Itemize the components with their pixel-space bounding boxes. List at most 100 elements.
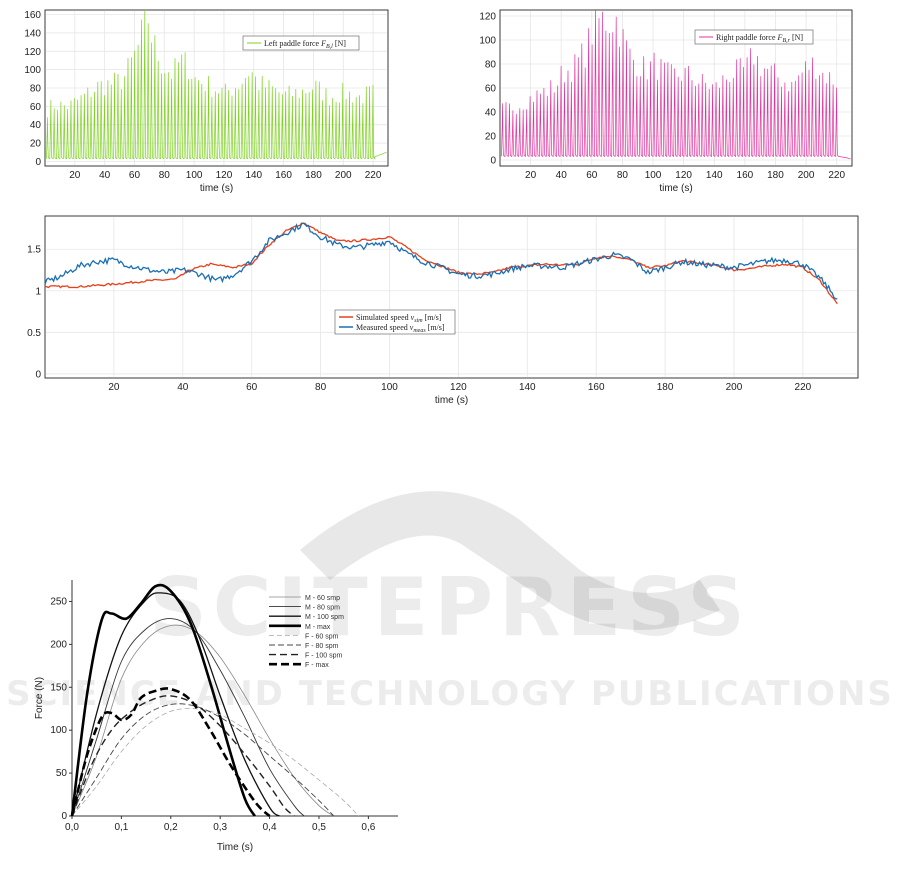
x-tick-label: 20 xyxy=(525,170,537,181)
legend-label: F - 80 spm xyxy=(305,643,339,650)
x-tick-label: 60 xyxy=(586,170,598,181)
x-tick-label: 120 xyxy=(675,170,692,181)
x-tick-label: 180 xyxy=(657,382,674,393)
x-tick-label: 140 xyxy=(706,170,723,181)
y-tick-label: 100 xyxy=(50,725,67,736)
x-tick-label: 180 xyxy=(767,170,784,181)
legend-label: F - 100 spm xyxy=(305,653,343,660)
legend-label: Left paddle force FB,l [N] xyxy=(264,39,346,50)
legend-label: M - max xyxy=(305,624,331,631)
y-tick-label: 50 xyxy=(56,768,68,779)
legend-label: Right paddle force FB,r [N] xyxy=(716,33,803,44)
x-axis-label: Time (s) xyxy=(217,842,253,853)
y-tick-label: 0 xyxy=(35,369,41,380)
legend-label: F - max xyxy=(305,662,329,669)
x-tick-label: 160 xyxy=(737,170,754,181)
x-tick-label: 80 xyxy=(159,170,171,181)
x-axis-label: time (s) xyxy=(435,395,468,406)
force-curve-line xyxy=(70,687,271,818)
force-curve-line xyxy=(71,592,280,817)
x-tick-label: 20 xyxy=(69,170,81,181)
force-curve-line xyxy=(71,624,335,817)
x-tick-label: 0,6 xyxy=(361,822,375,833)
y-tick-label: 80 xyxy=(485,60,497,71)
x-tick-label: 120 xyxy=(216,170,233,181)
x-tick-label: 220 xyxy=(795,382,812,393)
x-tick-label: 200 xyxy=(798,170,815,181)
x-tick-label: 0,2 xyxy=(164,822,178,833)
x-tick-label: 20 xyxy=(108,382,120,393)
y-tick-label: 60 xyxy=(485,84,497,95)
x-tick-label: 80 xyxy=(315,382,327,393)
force-curve-line xyxy=(71,695,295,817)
x-tick-label: 100 xyxy=(645,170,662,181)
x-tick-label: 40 xyxy=(99,170,111,181)
x-tick-label: 40 xyxy=(556,170,568,181)
y-tick-label: 0 xyxy=(61,811,67,822)
force-curve-line xyxy=(71,703,335,817)
x-tick-label: 220 xyxy=(828,170,845,181)
x-axis-label: time (s) xyxy=(659,183,692,194)
x-tick-label: 220 xyxy=(365,170,382,181)
legend-label: Measured speed vmeas [m/s] xyxy=(356,323,445,334)
legend-box xyxy=(242,35,360,51)
plot-frame xyxy=(44,215,859,379)
right-force-plot: 20 40 60 80 100 120 140 160 180 200 220 0 20 40 60 80 10… xyxy=(479,9,853,194)
x-tick-label: 160 xyxy=(275,170,292,181)
y-axis-label: Force (N) xyxy=(34,677,45,719)
y-tick-label: 1.5 xyxy=(27,245,41,256)
y-tick-label: 20 xyxy=(485,132,497,143)
x-tick-label: 160 xyxy=(588,382,605,393)
x-tick-label: 60 xyxy=(246,382,258,393)
legend-label: Simulated speed vsim [m/s] xyxy=(356,313,442,324)
x-tick-label: 140 xyxy=(245,170,262,181)
force-curve-plot: 0,0 0,1 0,2 0,3 0,4 0,5 0,6 0 50 100 150 200 250 Time… xyxy=(34,580,398,853)
plot-border xyxy=(499,9,853,167)
x-tick-label: 0,1 xyxy=(114,822,128,833)
speed-series-line xyxy=(44,222,838,300)
legend-label: M - 80 spm xyxy=(305,605,340,612)
speed-series-line xyxy=(44,222,838,305)
force-series-line xyxy=(501,9,851,160)
x-tick-label: 0,4 xyxy=(263,822,277,833)
x-tick-label: 140 xyxy=(519,382,536,393)
y-tick-label: 80 xyxy=(30,84,42,95)
force-curve-chart: 0,0 0,1 0,2 0,3 0,4 0,5 0,6 0 50 100 150 200 250 Time… xyxy=(0,570,420,860)
force-series-line xyxy=(46,9,387,160)
legend-box xyxy=(334,309,456,335)
y-tick-label: 0 xyxy=(490,156,496,167)
force-curve-line xyxy=(71,708,359,817)
y-tick-label: 160 xyxy=(24,10,41,21)
speed-comparison-chart: 20 40 60 80 100 120 140 160 180 200 220 0 0.5 1 1.5 tim… xyxy=(0,205,901,420)
y-tick-label: 40 xyxy=(30,120,42,131)
legend-label: M - 100 spm xyxy=(305,614,344,621)
left-force-plot: 20 40 60 80 100 120 140 160 180 200 220 0 20 40 60 80 10… xyxy=(24,9,389,194)
plot-border xyxy=(44,215,859,379)
y-tick-label: 20 xyxy=(30,139,42,150)
x-axis-label: time (s) xyxy=(200,183,233,194)
plot-border xyxy=(44,9,389,167)
left-paddle-force-chart: 20 40 60 80 100 120 140 160 180 200 220 0 20 40 60 80 10… xyxy=(0,0,450,205)
x-tick-label: 120 xyxy=(450,382,467,393)
legend-box xyxy=(694,29,814,45)
x-tick-label: 0,3 xyxy=(213,822,227,833)
y-tick-label: 200 xyxy=(50,639,67,650)
right-paddle-force-chart: 20 40 60 80 100 120 140 160 180 200 220 0 20 40 60 80 10… xyxy=(450,0,901,205)
y-tick-label: 1 xyxy=(35,286,41,297)
x-tick-label: 200 xyxy=(335,170,352,181)
x-tick-label: 60 xyxy=(129,170,141,181)
y-tick-label: 120 xyxy=(24,47,41,58)
y-tick-label: 0 xyxy=(35,157,41,168)
y-tick-label: 250 xyxy=(50,596,67,607)
x-tick-label: 100 xyxy=(186,170,203,181)
force-curve-line xyxy=(70,583,256,817)
x-tick-label: 40 xyxy=(177,382,189,393)
y-tick-label: 140 xyxy=(24,28,41,39)
y-tick-label: 0.5 xyxy=(27,328,41,339)
y-tick-label: 60 xyxy=(30,102,42,113)
x-tick-label: 180 xyxy=(305,170,322,181)
y-tick-label: 150 xyxy=(50,682,67,693)
x-tick-label: 100 xyxy=(381,382,398,393)
x-tick-label: 200 xyxy=(726,382,743,393)
legend-label: M - 60 smp xyxy=(305,595,340,602)
